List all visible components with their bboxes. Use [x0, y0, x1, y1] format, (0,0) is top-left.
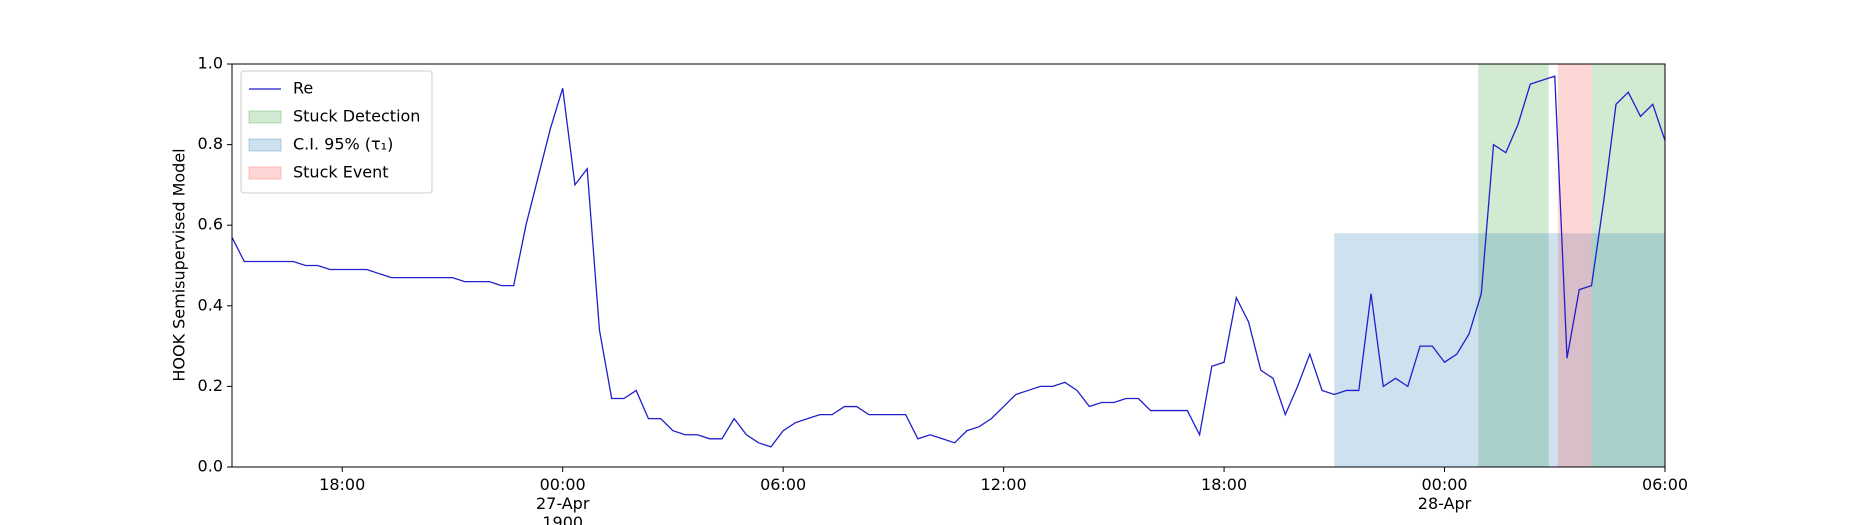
legend-label: Stuck Detection	[293, 107, 420, 126]
legend-label: Stuck Event	[293, 163, 389, 182]
x-tick-label: 18:00	[1201, 475, 1248, 494]
legend-patch	[248, 166, 282, 180]
x-tick-label: 00:00 27-Apr 1900	[535, 475, 590, 525]
legend: Re Stuck Detection C.I. 95% (τ₁) Stuck Even…	[240, 70, 433, 194]
legend-patch	[248, 138, 282, 152]
legend-frame	[240, 70, 433, 194]
y-tick-label: 1.0	[198, 54, 223, 73]
legend-label: Re	[293, 79, 313, 98]
x-tick-label: 12:00	[980, 475, 1027, 494]
y-tick-label: 0.2	[198, 376, 223, 395]
x-tick-label: 06:00	[1641, 475, 1689, 494]
legend-patch	[248, 110, 282, 124]
shaded-region	[1591, 64, 1665, 467]
y-tick-label: 0.0	[198, 457, 223, 476]
shaded-region	[1478, 64, 1549, 467]
y-tick-label: 0.6	[198, 215, 223, 234]
x-tick-label: 00:00 28-Apr	[1417, 475, 1472, 513]
plot-frame	[231, 63, 1666, 468]
legend-label: C.I. 95% (τ₁)	[293, 135, 393, 154]
shaded-region	[1334, 233, 1665, 467]
y-tick-label: 0.8	[198, 134, 223, 153]
x-tick-label: 06:00	[760, 475, 807, 494]
y-tick-label: 0.4	[198, 295, 223, 314]
data-line	[231, 75, 1666, 448]
x-tick-label: 18:00	[319, 475, 366, 494]
y-axis-label: HOOK Semisupervised Model	[170, 148, 189, 381]
